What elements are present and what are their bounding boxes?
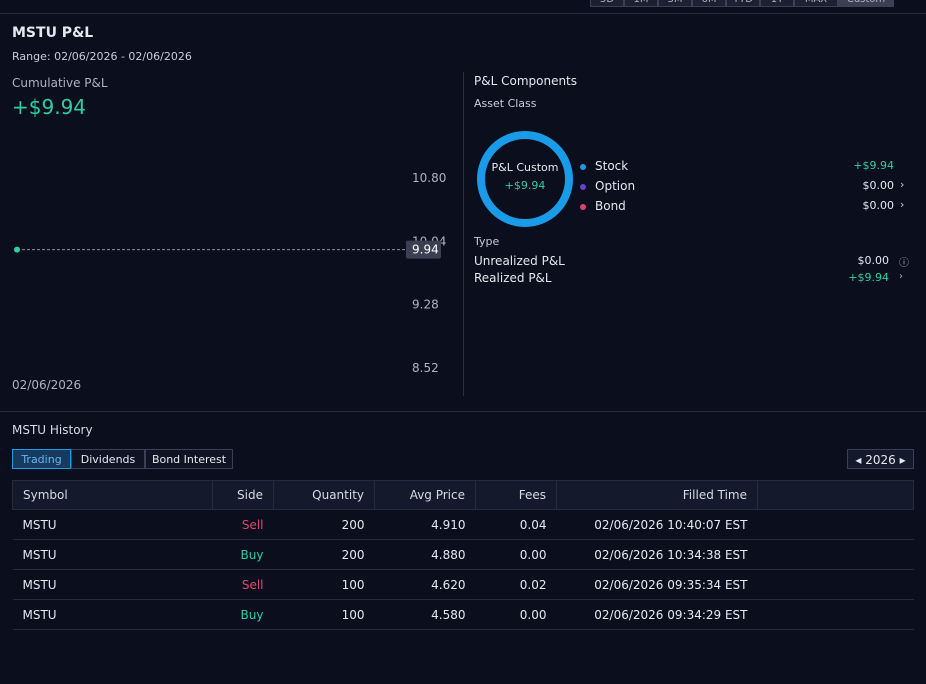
cell: 02/06/2026 09:34:29 EST [556, 599, 758, 630]
row: MSTU Buy 100 4.580 0.00 02/06/2026 09:34:29 E… [12, 599, 914, 630]
range-tab[interactable]: 1M [624, 0, 658, 7]
cell: 02/06/2026 10:40:07 EST [556, 509, 758, 540]
column-header: Symbol [12, 480, 213, 510]
asset-name: Option [595, 179, 636, 193]
column-header: Avg Price [374, 480, 476, 510]
donut-ring [477, 131, 573, 227]
chevron[interactable]: › [900, 178, 905, 191]
range-tab[interactable]: YTD [726, 0, 760, 7]
cell: 0.02 [475, 569, 557, 600]
range-tab[interactable]: 1Y [760, 0, 794, 7]
y-tick-label: 8.52 [412, 361, 439, 375]
cell: 0.00 [475, 599, 557, 630]
y-tick-label: 9.28 [412, 298, 439, 312]
cell: 4.880 [374, 539, 476, 570]
column-header: Quantity [273, 480, 375, 510]
asset-name: Bond [595, 199, 626, 213]
cell: Buy [212, 599, 274, 630]
asset-value: +$9.94 [853, 159, 894, 172]
panel-border [0, 13, 926, 14]
chevron[interactable]: › [900, 198, 905, 211]
donut-value: +$9.94 [504, 179, 546, 192]
range-tab[interactable]: 5D [590, 0, 624, 7]
asset-value: $0.00 [862, 179, 895, 192]
cell: Sell [212, 569, 274, 600]
y-tick-label: 10.80 [412, 171, 446, 185]
row: MSTU Sell 100 4.620 0.02 02/06/2026 09:35:34 … [12, 569, 914, 600]
cell: 200 [273, 509, 375, 540]
cell: 100 [273, 569, 375, 600]
cell-empty [757, 599, 914, 630]
cell: 4.910 [374, 509, 476, 540]
history-title: MSTU History [12, 423, 93, 437]
info-icon[interactable]: ⓘ [899, 258, 909, 269]
cell: MSTU [12, 509, 213, 540]
type-name: Realized P&L [474, 271, 552, 285]
cell: MSTU [12, 569, 213, 600]
asset-class-label: Asset Class [474, 97, 537, 110]
range-tab[interactable]: 3M [658, 0, 692, 7]
type-label: Type [474, 235, 500, 248]
separator [0, 411, 926, 412]
history-tab[interactable]: Dividends [71, 449, 145, 469]
cell: 200 [273, 539, 375, 570]
type-value: +$9.94 [848, 271, 889, 284]
type-name: Unrealized P&L [474, 254, 565, 268]
column-header-empty [757, 480, 914, 510]
cell: 4.620 [374, 569, 476, 600]
row: MSTU Buy 200 4.880 0.00 02/06/2026 10:34:38 E… [12, 539, 914, 570]
cell: MSTU [12, 599, 213, 630]
range-tab[interactable]: Custom [838, 0, 894, 7]
donut-title: P&L Custom [491, 161, 559, 174]
cum-label: Cumulative P&L [12, 76, 108, 90]
cum-value: +$9.94 [12, 95, 87, 119]
components-title: P&L Components [474, 74, 578, 88]
column-header: Filled Time [556, 480, 758, 510]
cell: 4.580 [374, 599, 476, 630]
value-tag [406, 240, 441, 259]
cell-empty [757, 539, 914, 570]
x-tick-label: 02/06/2026 [12, 378, 81, 392]
history-tab[interactable]: Bond Interest [145, 449, 233, 469]
divider [463, 72, 464, 396]
cell: Sell [212, 509, 274, 540]
cell: 02/06/2026 09:35:34 EST [556, 569, 758, 600]
asset-name: Stock [595, 159, 629, 173]
year: 2026 [865, 453, 896, 467]
history-tab[interactable]: Trading [12, 449, 71, 469]
legend-dot [580, 164, 586, 170]
cell: 0.04 [475, 509, 557, 540]
cell-empty [757, 569, 914, 600]
range-tab[interactable]: 6M [692, 0, 726, 7]
range-tab[interactable]: MAX [794, 0, 838, 7]
legend-dot [580, 184, 586, 190]
column-header: Fees [475, 480, 557, 510]
cell: 100 [273, 599, 375, 630]
cell: 0.00 [475, 539, 557, 570]
chevron[interactable]: › [899, 271, 903, 282]
donut [477, 131, 573, 227]
point [14, 246, 20, 253]
cell-empty [757, 509, 914, 540]
row: MSTU Sell 200 4.910 0.04 02/06/2026 10:40:07 … [12, 509, 914, 540]
cell: MSTU [12, 539, 213, 570]
history-table: Symbol Side Quantity Avg Price Fees Filled Ti… [12, 480, 914, 630]
cell: Buy [212, 539, 274, 570]
type-value: $0.00 [857, 254, 890, 267]
cell: 02/06/2026 10:34:38 EST [556, 539, 758, 570]
title: MSTU P&L [12, 25, 94, 41]
column-header: Side [212, 480, 274, 510]
legend-dot [580, 204, 586, 210]
range: Range: 02/06/2026 - 02/06/2026 [12, 50, 192, 63]
year-selector[interactable]: ◂ 2026 ▸ [847, 449, 914, 469]
value-label: 9.94 [412, 243, 439, 257]
asset-value: $0.00 [862, 199, 895, 212]
